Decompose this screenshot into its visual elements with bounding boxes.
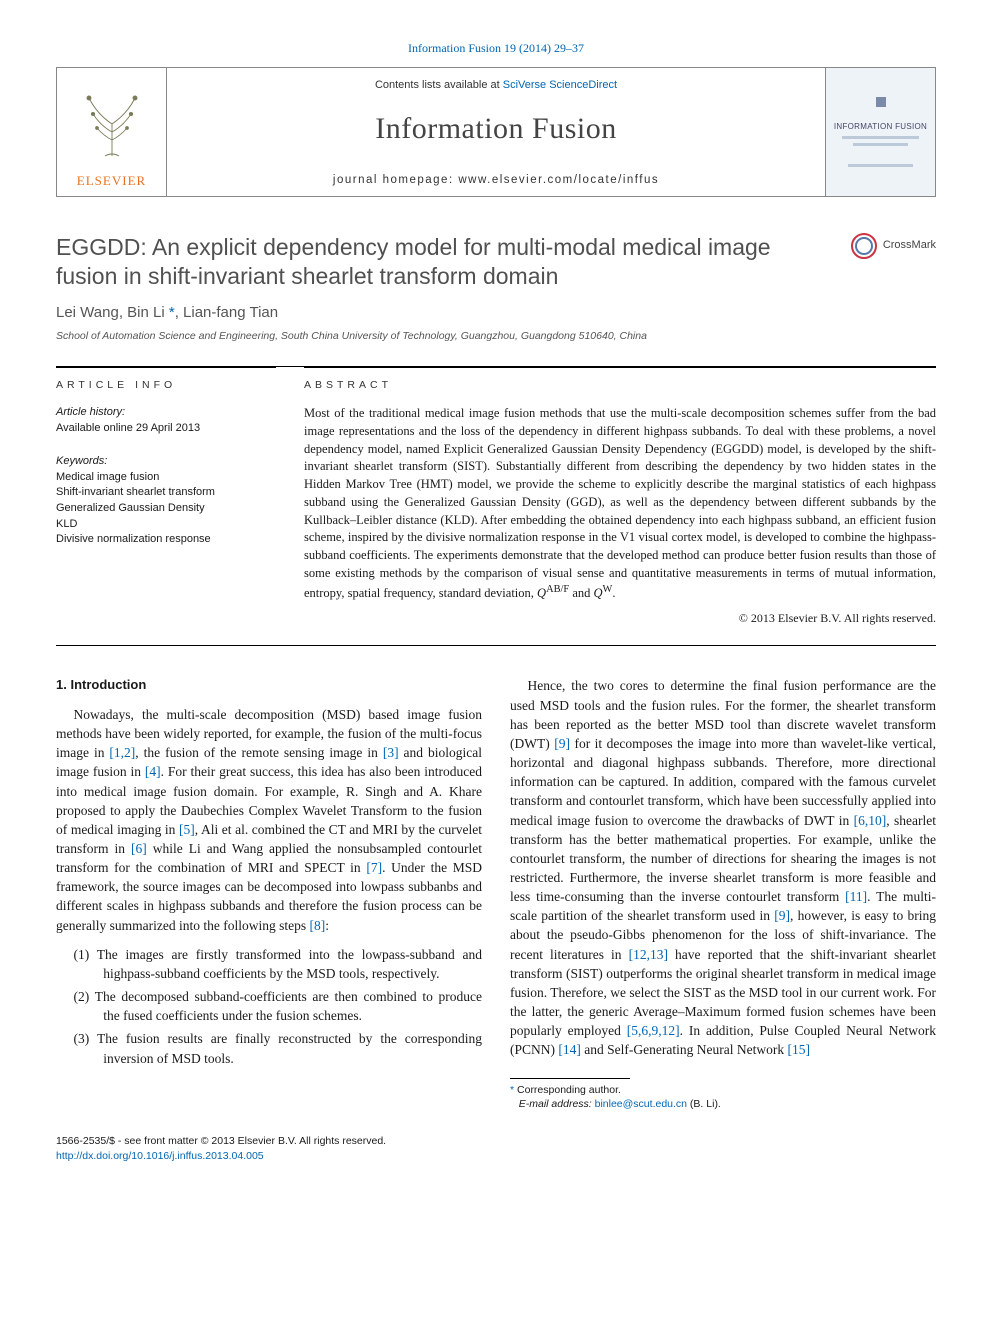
keyword: Divisive normalization response bbox=[56, 532, 276, 548]
steps-list: (1) The images are firstly transformed i… bbox=[74, 945, 482, 1068]
sciencedirect-link[interactable]: SciVerse ScienceDirect bbox=[503, 79, 617, 91]
article-info: article info Article history: Available … bbox=[56, 367, 276, 627]
doi-link[interactable]: http://dx.doi.org/10.1016/j.inffus.2013.… bbox=[56, 1150, 264, 1162]
abstract-heading: abstract bbox=[304, 378, 936, 393]
email-tail: (B. Li). bbox=[687, 1098, 721, 1110]
email-label: E-mail address: bbox=[519, 1098, 595, 1110]
issn-line: 1566-2535/$ - see front matter © 2013 El… bbox=[56, 1134, 936, 1149]
top-citation: Information Fusion 19 (2014) 29–37 bbox=[56, 40, 936, 57]
article-history: Article history: Available online 29 Apr… bbox=[56, 405, 276, 436]
keyword: Shift-invariant shearlet transform bbox=[56, 485, 276, 501]
crossmark-label: CrossMark bbox=[883, 238, 936, 254]
page-footer: 1566-2535/$ - see front matter © 2013 El… bbox=[56, 1134, 936, 1164]
ref-link[interactable]: [7] bbox=[366, 860, 382, 875]
ref-link[interactable]: [9] bbox=[774, 908, 790, 923]
authors-tail: , Lian-fang Tian bbox=[175, 304, 278, 321]
keyword: KLD bbox=[56, 517, 276, 533]
keyword: Generalized Gaussian Density bbox=[56, 501, 276, 517]
homepage-line: journal homepage: www.elsevier.com/locat… bbox=[333, 172, 659, 188]
ref-link[interactable]: [1,2] bbox=[109, 745, 135, 760]
citation-link[interactable]: Information Fusion 19 (2014) 29–37 bbox=[408, 41, 584, 55]
homepage-label: journal homepage: bbox=[333, 174, 458, 186]
ref-link[interactable]: [15] bbox=[787, 1042, 810, 1057]
publisher-logo-box: ELSEVIER bbox=[57, 68, 167, 196]
ref-link[interactable]: [3] bbox=[383, 745, 399, 760]
article-body: 1. Introduction Nowadays, the multi-scal… bbox=[56, 676, 936, 1112]
info-abstract-block: article info Article history: Available … bbox=[56, 366, 936, 646]
list-item: (2) The decomposed subband-coefficients … bbox=[74, 987, 482, 1025]
keyword: Medical image fusion bbox=[56, 470, 276, 486]
cover-mark-icon bbox=[876, 97, 886, 107]
journal-name: Information Fusion bbox=[375, 108, 617, 151]
crossmark-icon bbox=[851, 233, 877, 259]
ref-link[interactable]: [6] bbox=[131, 841, 147, 856]
journal-masthead: ELSEVIER Contents lists available at Sci… bbox=[56, 67, 936, 197]
article-info-heading: article info bbox=[56, 378, 276, 393]
list-item: (3) The fusion results are finally recon… bbox=[74, 1029, 482, 1067]
cover-decor bbox=[848, 164, 913, 167]
contents-prefix: Contents lists available at bbox=[375, 79, 503, 91]
corresponding-email-link[interactable]: binlee@scut.edu.cn bbox=[595, 1098, 687, 1110]
abstract-copyright: © 2013 Elsevier B.V. All rights reserved… bbox=[304, 610, 936, 627]
ref-link[interactable]: [8] bbox=[309, 918, 325, 933]
ref-link[interactable]: [6,10] bbox=[854, 813, 887, 828]
section-heading: 1. Introduction bbox=[56, 676, 482, 694]
footnote-separator bbox=[510, 1078, 630, 1079]
journal-cover-thumbnail: INFORMATION FUSION bbox=[825, 68, 935, 196]
abstract: abstract Most of the traditional medical… bbox=[304, 367, 936, 627]
corresponding-footnote: * Corresponding author. E-mail address: … bbox=[510, 1083, 936, 1113]
body-paragraph: Nowadays, the multi-scale decomposition … bbox=[56, 705, 482, 935]
body-paragraph: Hence, the two cores to determine the fi… bbox=[510, 676, 936, 1059]
authors-leading: Lei Wang, Bin Li bbox=[56, 304, 165, 321]
history-value: Available online 29 April 2013 bbox=[56, 421, 276, 437]
contents-line: Contents lists available at SciVerse Sci… bbox=[375, 78, 617, 94]
ref-link[interactable]: [11] bbox=[845, 889, 867, 904]
masthead-center: Contents lists available at SciVerse Sci… bbox=[167, 68, 825, 196]
footnote-symbol: * bbox=[510, 1084, 514, 1096]
affiliation: School of Automation Science and Enginee… bbox=[56, 329, 936, 344]
history-label: Article history: bbox=[56, 405, 276, 421]
list-item: (1) The images are firstly transformed i… bbox=[74, 945, 482, 983]
ref-link[interactable]: [5] bbox=[179, 822, 195, 837]
ref-link[interactable]: [12,13] bbox=[629, 947, 668, 962]
publisher-name: ELSEVIER bbox=[63, 172, 160, 190]
article-title: EGGDD: An explicit dependency model for … bbox=[56, 233, 835, 292]
ref-link[interactable]: [9] bbox=[554, 736, 570, 751]
title-row: EGGDD: An explicit dependency model for … bbox=[56, 233, 936, 302]
keywords-block: Keywords: Medical image fusion Shift-inv… bbox=[56, 454, 276, 548]
cover-title: INFORMATION FUSION bbox=[834, 121, 927, 132]
cover-decor bbox=[853, 143, 908, 146]
ref-link[interactable]: [4] bbox=[145, 764, 161, 779]
cover-decor bbox=[842, 136, 918, 139]
ref-link[interactable]: [5,6,9,12] bbox=[627, 1023, 680, 1038]
keywords-label: Keywords: bbox=[56, 454, 276, 470]
elsevier-tree-icon bbox=[63, 74, 160, 172]
homepage-url[interactable]: www.elsevier.com/locate/inffus bbox=[458, 174, 659, 186]
authors-line: Lei Wang, Bin Li *, Lian-fang Tian bbox=[56, 302, 936, 323]
abstract-text: Most of the traditional medical image fu… bbox=[304, 405, 936, 602]
ref-link[interactable]: [14] bbox=[558, 1042, 581, 1057]
crossmark-badge[interactable]: CrossMark bbox=[851, 233, 936, 259]
footnote-label: Corresponding author. bbox=[517, 1084, 621, 1096]
